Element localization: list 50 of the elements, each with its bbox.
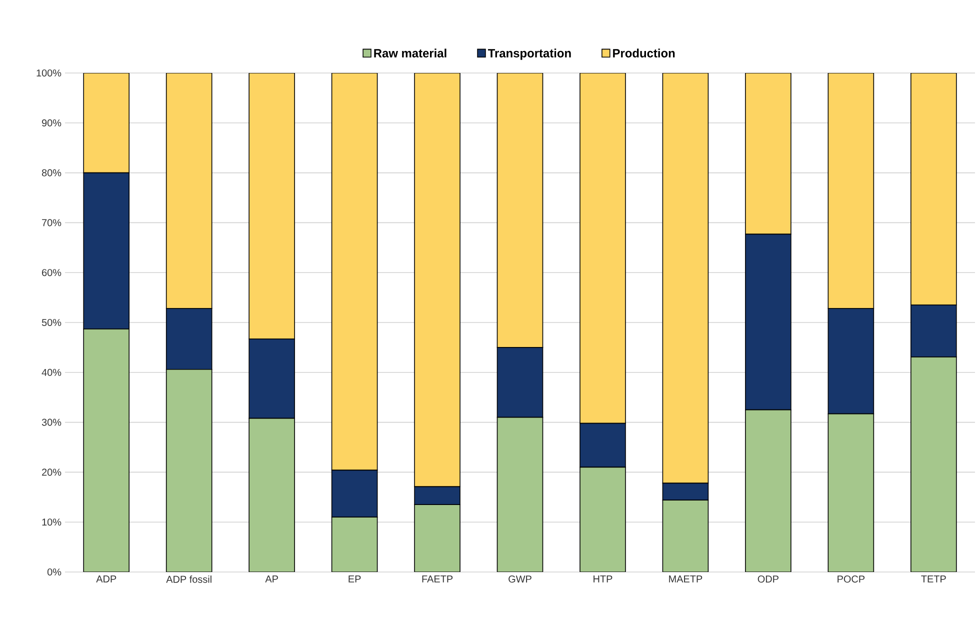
bar <box>828 72 874 309</box>
y-tick-label: 20% <box>42 468 62 476</box>
y-tick-label: 0% <box>47 568 62 576</box>
y-tick-label: 10% <box>42 518 62 526</box>
x-tick-label: ADP <box>96 576 116 582</box>
bar <box>166 72 212 309</box>
x-tick-label: EP <box>348 576 361 582</box>
bar <box>83 328 130 572</box>
legend-label: Production <box>613 48 675 58</box>
y-tick-label: 90% <box>42 119 62 126</box>
y-tick-label: 80% <box>42 169 62 176</box>
legend-label: Transportation <box>488 48 571 60</box>
y-tick-label: 60% <box>42 269 62 276</box>
bar <box>414 72 460 488</box>
bar <box>331 516 378 572</box>
y-tick-label: 70% <box>42 219 62 226</box>
bar <box>910 356 957 572</box>
y-tick-label: 100% <box>36 69 62 77</box>
bar <box>496 416 544 572</box>
legend-label: Raw material <box>374 48 446 58</box>
x-tick-label: ODP <box>758 576 778 583</box>
bar <box>662 72 709 484</box>
bar <box>83 72 130 174</box>
bar <box>745 409 792 572</box>
y-tick-label: 50% <box>42 318 62 326</box>
x-tick-label: MAETP <box>669 576 702 582</box>
bar <box>496 347 544 418</box>
x-tick-label: POCP <box>838 576 865 583</box>
bar <box>580 422 626 468</box>
x-tick-label: HTP <box>594 576 612 582</box>
x-tick-label: FAETP <box>422 576 453 582</box>
bar <box>910 72 957 306</box>
x-tick-label: TETP <box>921 576 946 582</box>
bar <box>331 72 378 471</box>
x-tick-label: ADP fossil <box>166 576 212 583</box>
bar <box>745 72 792 235</box>
bar <box>580 466 626 572</box>
bar <box>496 72 544 348</box>
y-tick-label: 30% <box>42 418 62 426</box>
bar <box>414 504 460 572</box>
bar <box>248 72 295 340</box>
bar <box>828 413 874 572</box>
bar <box>166 369 212 572</box>
bar <box>248 418 295 572</box>
bar <box>248 338 295 419</box>
y-tick-label: 40% <box>42 368 62 376</box>
x-tick-label: GWP <box>508 576 532 583</box>
bar <box>662 500 709 572</box>
bar <box>580 72 626 424</box>
x-tick-label: AP <box>265 576 278 582</box>
